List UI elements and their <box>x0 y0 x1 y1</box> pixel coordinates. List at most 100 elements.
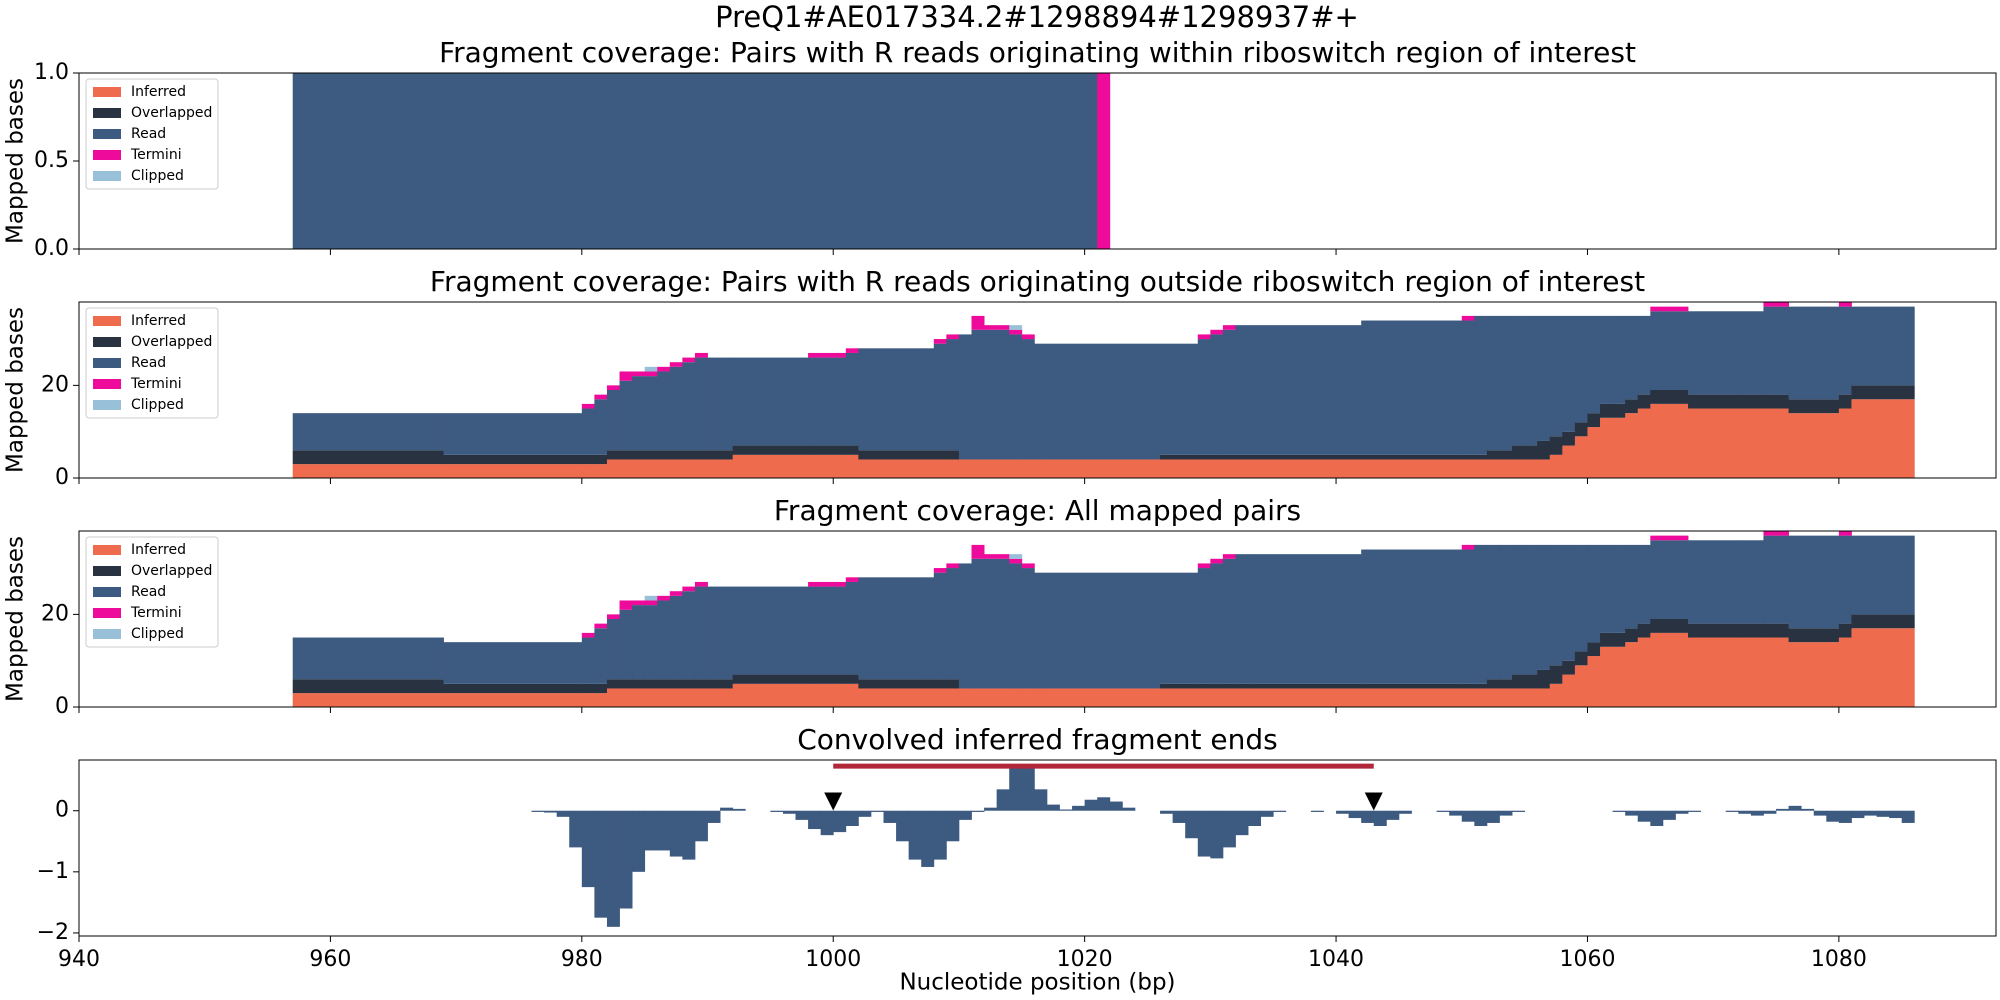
bar-segment <box>682 450 696 460</box>
bar-segment <box>694 357 708 451</box>
bar-segment <box>707 450 734 460</box>
bar <box>896 810 910 842</box>
y-axis-label: Mapped bases <box>3 536 29 702</box>
bar-segment <box>292 464 444 478</box>
bar-segment <box>644 595 658 601</box>
bar-segment <box>946 450 960 460</box>
bar-segment <box>921 459 935 478</box>
bar <box>1197 810 1211 857</box>
bar-segment <box>1461 454 1475 460</box>
bar-segment <box>1637 394 1651 409</box>
bar-segment <box>1361 688 1463 707</box>
x-tick-label: 1060 <box>1559 947 1615 972</box>
bar-segment <box>619 459 633 478</box>
bar <box>1675 810 1689 814</box>
bar-segment <box>1549 315 1563 437</box>
bar <box>933 810 947 860</box>
bar-segment <box>1524 674 1538 689</box>
bar-segment <box>657 600 671 680</box>
bar-segment <box>1851 399 1915 478</box>
bar <box>1512 810 1526 812</box>
bar-segment <box>858 688 922 707</box>
bar-segment <box>1197 563 1211 569</box>
bar-segment <box>1499 544 1513 680</box>
bar <box>1097 797 1111 811</box>
bar-segment <box>1537 544 1551 670</box>
bar-segment <box>581 454 595 465</box>
legend-swatch <box>93 316 121 326</box>
bar <box>1650 810 1664 826</box>
bar-segment <box>1197 334 1211 340</box>
bar-segment <box>1097 73 1111 249</box>
bar-segment <box>1461 315 1475 321</box>
bar <box>669 810 683 857</box>
bar-segment <box>594 454 608 465</box>
legend-label: Overlapped <box>131 105 212 121</box>
x-tick-label: 1000 <box>805 947 861 972</box>
bar-segment <box>594 628 608 684</box>
y-tick-label: −1 <box>37 859 69 884</box>
bar-segment <box>732 586 809 675</box>
bar-segment <box>694 581 708 587</box>
bar-segment <box>1537 459 1551 478</box>
bar <box>1084 799 1098 811</box>
bar-segment <box>1600 544 1613 633</box>
bar-segment <box>1650 306 1689 312</box>
bar-segment <box>443 683 583 694</box>
bar-segment <box>669 450 683 460</box>
legend-label: Clipped <box>131 168 184 184</box>
bar-segment <box>1524 459 1538 478</box>
bar-segment <box>971 544 985 559</box>
bar-segment <box>1587 544 1601 643</box>
bar-segment <box>581 693 595 707</box>
bar <box>1725 810 1739 812</box>
bar-segment <box>619 380 633 451</box>
bar <box>1373 810 1387 826</box>
bar-segment <box>808 357 847 446</box>
bar-segment <box>669 591 683 596</box>
bar-segment <box>946 679 960 689</box>
bar-segment <box>1461 544 1475 550</box>
bar-segment <box>1600 403 1613 418</box>
bar-segment <box>1474 454 1488 460</box>
bar-segment <box>1788 535 1840 629</box>
bar-segment <box>933 343 947 451</box>
bar <box>984 807 998 811</box>
bar-segment <box>1625 628 1639 643</box>
legend-box <box>85 78 219 190</box>
bar-segment <box>1235 454 1249 460</box>
bar <box>908 810 922 860</box>
bar-segment <box>808 683 847 707</box>
bar <box>1474 810 1488 826</box>
bar-segment <box>1562 445 1576 478</box>
bar <box>1851 810 1865 819</box>
bar-segment <box>1688 394 1739 409</box>
bar <box>1122 807 1136 811</box>
legend-label: Read <box>131 126 166 142</box>
bar-segment <box>1851 535 1915 615</box>
bar-segment <box>1235 554 1249 684</box>
bar-segment <box>1197 459 1211 478</box>
bar-segment <box>443 454 583 465</box>
bar-segment <box>1587 427 1601 478</box>
bar-segment <box>1461 688 1475 707</box>
y-tick-label: 20 <box>41 372 69 397</box>
bar <box>619 810 633 909</box>
bar <box>833 810 847 833</box>
bar-segment <box>808 581 847 587</box>
bar <box>1210 810 1224 859</box>
bar <box>1348 810 1362 819</box>
bar-segment <box>946 459 960 478</box>
bar-segment <box>1738 623 1764 638</box>
bar <box>594 810 608 918</box>
bar-segment <box>694 679 708 689</box>
bar-segment <box>1248 688 1362 707</box>
bar <box>858 810 872 817</box>
bar <box>644 810 658 851</box>
legend-swatch <box>93 337 121 347</box>
y-axis-label: Mapped bases <box>3 78 29 244</box>
bar-segment <box>1210 334 1224 455</box>
x-tick-label: 980 <box>561 947 603 972</box>
bar-segment <box>632 459 646 478</box>
bar-segment <box>1222 459 1236 478</box>
